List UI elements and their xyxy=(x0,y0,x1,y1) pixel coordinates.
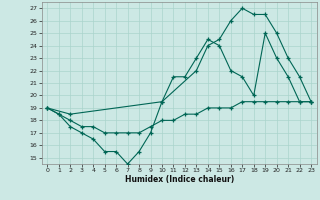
X-axis label: Humidex (Indice chaleur): Humidex (Indice chaleur) xyxy=(124,175,234,184)
